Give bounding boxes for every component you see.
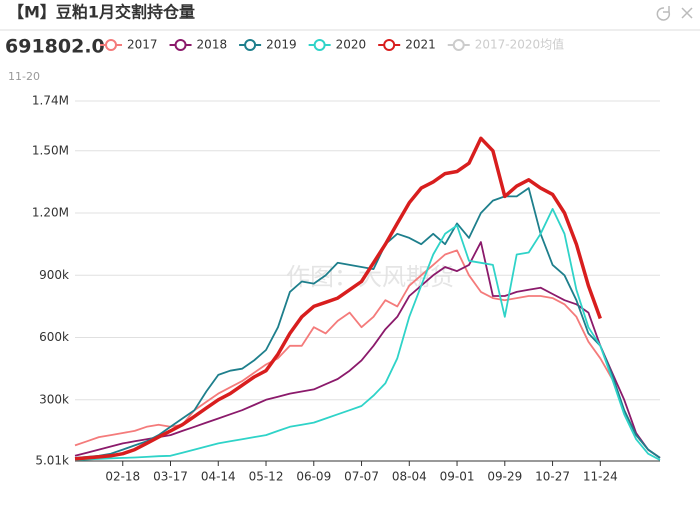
x-tick-label: 08-04 (392, 470, 427, 484)
y-tick-label: 900k (39, 268, 69, 282)
line-series (74, 241, 661, 459)
legend-label: 2017-2020均值 (475, 37, 564, 52)
latest-date: 11-20 (8, 70, 40, 83)
line-series (74, 187, 661, 459)
y-tick-label: 1.50M (32, 143, 69, 157)
legend-marker (313, 39, 326, 51)
legend-item[interactable]: 2017-2020均值 (447, 37, 564, 52)
legend: 2017 2018 2019 2020 2021 2017-2020均值 (100, 37, 564, 52)
chart-title: 【M】豆粕1月交割持仓量 (8, 3, 195, 22)
x-tick-label: 02-18 (105, 470, 140, 484)
legend-label: 2021 (405, 38, 436, 52)
x-tick-label: 03-17 (153, 470, 188, 484)
legend-label: 2017 (127, 38, 158, 52)
legend-label: 2020 (336, 38, 367, 52)
x-tick-label: 04-14 (201, 470, 236, 484)
legend-marker (244, 39, 257, 51)
x-tick-label: 09-29 (487, 470, 522, 484)
x-tick-label: 09-01 (440, 470, 475, 484)
latest-value: 691802.0 (5, 36, 105, 58)
legend-marker (452, 39, 465, 51)
legend-item[interactable]: 2020 (308, 38, 367, 52)
refresh-icon[interactable] (656, 6, 671, 21)
legend-item[interactable]: 2019 (239, 38, 297, 52)
x-tick-label: 07-07 (344, 470, 379, 484)
y-tick-label: 5.01k (35, 454, 69, 468)
legend-item[interactable]: 2018 (169, 38, 228, 52)
legend-marker (383, 39, 396, 51)
line-series (74, 208, 661, 461)
legend-label: 2018 (197, 38, 228, 52)
close-icon[interactable] (681, 7, 693, 19)
x-tick-label: 06-09 (296, 470, 331, 484)
y-tick-label: 300k (39, 392, 69, 406)
x-tick-label: 05-12 (249, 470, 284, 484)
y-tick-label: 600k (39, 330, 69, 344)
legend-marker (174, 39, 187, 51)
line-series (74, 136, 602, 461)
y-tick-label: 1.20M (32, 206, 69, 220)
legend-marker (105, 39, 117, 51)
y-tick-label: 1.74M (32, 94, 69, 108)
x-tick-label: 11-24 (583, 470, 618, 484)
legend-item[interactable]: 2017 (100, 38, 158, 52)
legend-label: 2019 (266, 38, 297, 52)
legend-item[interactable]: 2021 (378, 38, 436, 52)
toolbar[interactable] (656, 6, 693, 21)
x-tick-label: 10-27 (535, 470, 570, 484)
